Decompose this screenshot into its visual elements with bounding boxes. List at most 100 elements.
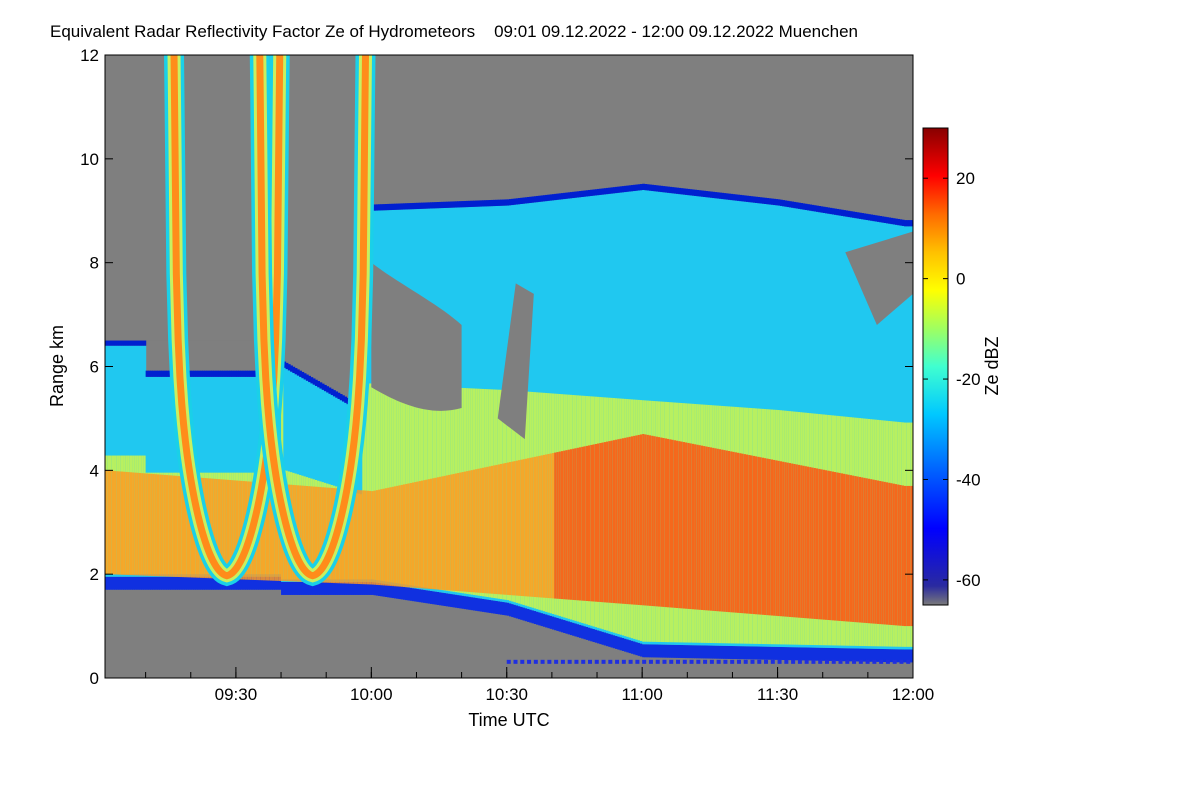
cloud-top-edge [332,390,336,397]
cloud-base-fringe [867,648,871,662]
cloud-top-edge [439,201,442,209]
precip-core [730,451,734,613]
precip-core [773,459,776,616]
precip-core [353,489,357,584]
precip-core [757,456,761,615]
precip-core [791,463,794,618]
y-tick-label: 12 [80,46,99,65]
cloud-top-edge [125,339,129,346]
precip-core [222,479,226,579]
precip-core [312,486,316,583]
cloud-top-edge [685,188,688,195]
cloud-top-edge [425,202,429,209]
precip-core [854,476,858,623]
cloud-base-fringe [764,646,767,660]
cloud-base-fringe [208,576,212,590]
precip-core [682,442,686,609]
cloud-base-fringe [326,581,330,595]
precip-core [560,451,564,600]
cloud-base-fringe [838,648,842,662]
precip-core [542,454,546,598]
cloud-base-fringe [730,645,734,659]
cloud-top-edge [739,194,743,202]
cloud-base-fringe [761,646,765,660]
cloud-top-edge [536,195,539,203]
cloud-base-fringe [872,648,876,662]
cloud-base-fringe [193,576,196,590]
precip-core [511,461,515,596]
cloud-base-fringe [694,645,697,659]
precip-core [409,483,413,588]
cloud-top-edge [430,202,433,209]
cloud-top-edge [779,199,783,206]
cloud-base-fringe [768,646,772,660]
cloud-base-fringe [662,644,666,658]
cloud-top-edge [793,201,797,209]
cloud-base-fringe [540,613,544,627]
cloud-base-fringe [518,606,521,620]
precip-core [845,474,849,622]
cloud-base-fringe [109,576,113,590]
precip-core [502,463,506,595]
cloud-top-edge [800,203,804,210]
precip-core [863,477,867,623]
ground-clutter [750,659,755,664]
precip-core [407,483,411,588]
cloud-top-edge [138,339,142,346]
cloud-top-edge [215,370,219,377]
cloud-base-fringe [170,576,174,590]
precip-core [721,449,725,612]
cloud-base-fringe [843,648,846,662]
cloud-base-fringe [450,594,454,608]
cloud-base-fringe [161,576,165,590]
cloud-base-fringe [427,590,431,604]
cloud-base-fringe [258,576,262,590]
cloud-base-fringe [436,591,440,605]
cloud-top-edge [346,397,350,405]
cloud-base-fringe [416,588,420,602]
precip-core [362,490,366,585]
precip-core [736,452,740,613]
cloud-top-edge [748,195,752,203]
cloud-top-edge [858,212,862,219]
precip-core [576,447,580,601]
precip-core [540,455,544,598]
precip-core [545,454,548,598]
cloud-top-edge [445,201,449,208]
precip-core [400,484,404,587]
precip-core [809,467,813,619]
precip-core [120,471,124,575]
cloud-base-fringe [387,584,390,598]
cloud-base-fringe [558,618,562,632]
cloud-base-fringe [865,648,869,662]
cloud-base-fringe [206,576,210,590]
precip-core [626,437,630,605]
cloud-base-fringe [906,649,910,663]
cloud-base-fringe [238,576,242,590]
precip-core [384,488,388,586]
cloud-base-fringe [477,598,481,612]
cloud-base-fringe [256,576,260,590]
cloud-base-fringe [105,576,108,590]
cloud-top-edge [240,370,244,377]
cloud-top-edge [448,201,451,208]
precip-core [387,487,390,586]
precip-core [761,457,765,615]
cloud-top-edge [750,196,754,203]
cloud-base-fringe [725,645,729,659]
cloud-top-edge [222,370,226,377]
cloud-base-fringe [402,586,406,600]
cloud-top-edge [475,200,479,207]
cloud-base-fringe [409,587,413,601]
cloud-top-edge [666,186,670,193]
precip-core [815,468,819,620]
precip-core [813,468,817,619]
cloud-top-edge [235,370,239,377]
precip-core [317,486,321,583]
ground-clutter [513,659,518,664]
precip-core [901,485,905,626]
cloud-mid-layer [389,384,393,583]
cloud-base-fringe [806,647,810,661]
cloud-base-fringe [793,647,797,661]
cloud-base-fringe [445,593,449,607]
